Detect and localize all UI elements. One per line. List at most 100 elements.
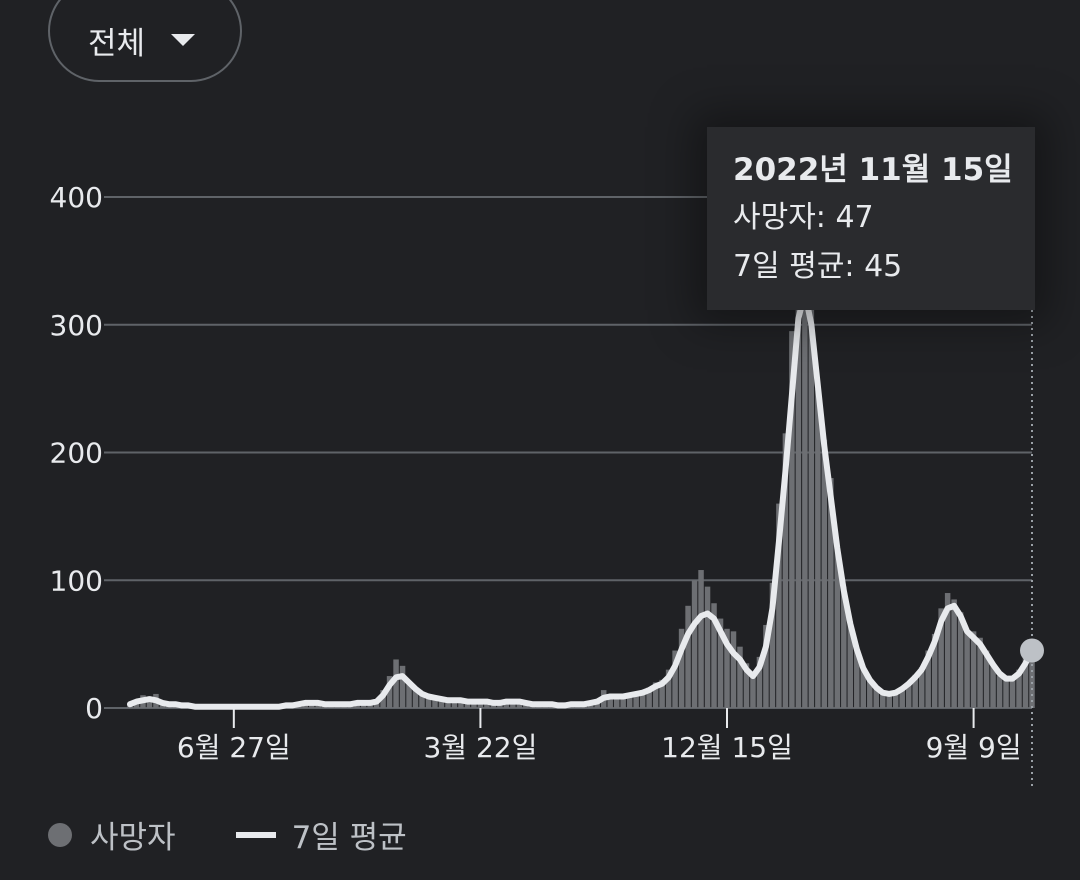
deaths-bar <box>1022 656 1029 708</box>
deaths-bar <box>704 586 711 708</box>
deaths-bar <box>419 693 425 708</box>
x-tick-label: 3월 22일 <box>423 731 537 764</box>
y-tick-label: 400 <box>50 181 103 214</box>
tooltip-avg: 7일 평균: 45 <box>733 249 903 284</box>
deaths-bar <box>886 693 892 708</box>
y-tick-label: 300 <box>50 309 103 342</box>
deaths-bar <box>789 331 795 708</box>
deaths-bar <box>626 693 633 708</box>
deaths-bar <box>931 633 938 708</box>
deaths-bar <box>639 690 646 708</box>
deaths-bar <box>951 599 957 708</box>
deaths-bar <box>828 478 834 708</box>
deaths-bar <box>892 692 899 708</box>
y-tick-label: 200 <box>50 437 103 470</box>
deaths-bar <box>756 656 763 708</box>
deaths-bar <box>659 679 665 708</box>
deaths-bar <box>743 663 750 708</box>
deaths-bar <box>652 682 659 708</box>
deaths-bar <box>613 696 620 708</box>
deaths-bar <box>445 700 451 708</box>
tooltip-date: 2022년 11월 15일 <box>733 152 1013 188</box>
deaths-bar <box>867 679 873 708</box>
deaths-bar <box>724 628 730 708</box>
deaths-bar <box>672 650 678 708</box>
deaths-bar <box>841 586 847 708</box>
deaths-bar <box>854 650 860 708</box>
deaths-bar <box>964 631 970 708</box>
x-tick-label: 12월 15일 <box>661 731 793 764</box>
deaths-bar <box>938 608 944 708</box>
deaths-bar <box>451 699 458 708</box>
gridlines: 0 100 200 300 400 <box>50 181 1032 725</box>
deaths-bar <box>847 621 854 708</box>
deaths-bar <box>860 669 867 708</box>
deaths-bar <box>880 692 886 708</box>
deaths-bar <box>646 687 652 708</box>
deaths-bar <box>406 682 412 708</box>
deaths-bar <box>763 624 769 708</box>
deaths-bar <box>918 667 925 708</box>
deaths-bar <box>730 631 737 708</box>
tooltip-deaths: 사망자: 47 <box>733 200 874 235</box>
y-tick-label: 100 <box>50 564 103 597</box>
deaths-bar <box>834 548 841 708</box>
deaths-bar <box>717 618 724 708</box>
deaths-bar <box>977 637 983 708</box>
deaths-bar <box>912 674 918 708</box>
deaths-bar <box>782 433 789 708</box>
deaths-bar <box>484 701 490 708</box>
chevron-down-icon <box>171 34 196 46</box>
deaths-bar <box>815 388 821 708</box>
deaths-bar <box>620 695 626 708</box>
deaths-bar <box>983 650 990 708</box>
deaths-bar <box>990 663 996 708</box>
deaths-bar <box>146 696 153 708</box>
deaths-bar <box>944 593 951 708</box>
deaths-bar <box>821 439 828 708</box>
legend: 사망자 7일 평균 <box>48 812 407 857</box>
deaths-bar <box>399 665 406 708</box>
deaths-bar <box>970 631 977 708</box>
deaths-bar <box>1016 669 1022 708</box>
deaths-bar <box>691 580 698 708</box>
deaths-bar <box>996 676 1003 708</box>
deaths-bars <box>127 232 1035 708</box>
tooltip: 2022년 11월 15일 사망자: 47 7일 평균: 45 <box>707 127 1035 310</box>
deaths-bar <box>471 701 477 708</box>
legend-deaths-label: 사망자 <box>90 820 176 856</box>
avg-line <box>127 289 1035 710</box>
deaths-bar <box>607 695 613 708</box>
y-tick-label: 0 <box>85 692 103 725</box>
legend-avg-label: 7일 평균 <box>291 820 407 856</box>
deaths-bar <box>769 582 776 708</box>
deaths-bar <box>412 688 419 708</box>
deaths-bar <box>393 659 399 708</box>
deaths-bar <box>458 700 464 708</box>
range-dropdown-label: 전체 <box>88 25 146 62</box>
deaths-bar <box>438 697 445 708</box>
deaths-bar <box>905 682 912 708</box>
deaths-bar <box>873 686 880 708</box>
deaths-bar <box>685 605 691 708</box>
deaths-bar <box>899 687 905 708</box>
deaths-bar <box>802 232 808 708</box>
x-axis: 6월 27일 3월 22일 12월 15일 9월 9일 <box>177 708 1022 764</box>
hover-point[interactable] <box>1020 638 1044 663</box>
deaths-bar <box>386 676 393 708</box>
deaths-bar <box>925 650 931 708</box>
x-tick-label: 6월 27일 <box>177 731 291 764</box>
deaths-bar <box>808 299 815 708</box>
deaths-bar <box>516 701 523 708</box>
deaths-bar <box>698 570 704 708</box>
deaths-bar <box>957 612 964 708</box>
deaths-bar <box>711 603 717 708</box>
deaths-bar <box>1003 679 1009 708</box>
deaths-bar <box>795 248 802 708</box>
deaths-bar <box>776 503 782 708</box>
deaths-bar <box>737 646 743 708</box>
range-dropdown[interactable]: 전체 <box>48 0 242 82</box>
deaths-bar <box>432 697 438 708</box>
